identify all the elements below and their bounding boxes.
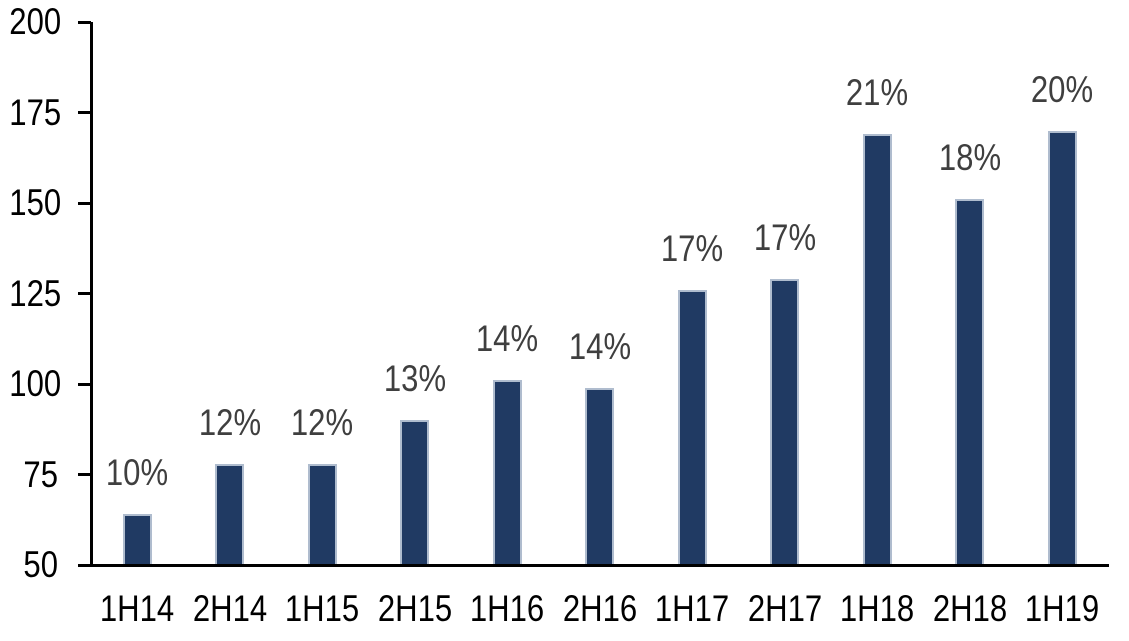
data-label-1H16: 14%: [476, 318, 539, 360]
x-axis-label-1H14: 1H14: [100, 588, 175, 629]
y-axis-label: 50: [23, 544, 58, 585]
y-axis-tick: [78, 20, 91, 24]
y-axis-label: 150: [9, 182, 62, 223]
data-label-1H17: 17%: [661, 227, 724, 269]
bar-2H17: [770, 279, 800, 565]
bar-1H16: [492, 380, 522, 565]
y-axis-label: 100: [9, 363, 62, 404]
x-axis-label-1H16: 1H16: [470, 588, 545, 629]
data-label-2H17: 17%: [753, 217, 816, 259]
x-axis-label-2H18: 2H18: [932, 588, 1007, 629]
y-axis-label: 200: [9, 1, 62, 42]
x-axis-label-1H19: 1H19: [1025, 588, 1100, 629]
x-axis-label-2H16: 2H16: [562, 588, 637, 629]
x-axis-line: [78, 564, 1109, 567]
bar-1H18: [862, 134, 892, 565]
bar-1H17: [677, 289, 707, 565]
bar-1H15: [307, 463, 337, 565]
y-axis-tick: [78, 382, 91, 386]
data-label-2H15: 13%: [383, 358, 446, 400]
y-axis-tick: [78, 473, 91, 476]
x-axis-label-1H17: 1H17: [655, 588, 730, 629]
x-axis-label-2H14: 2H14: [192, 588, 267, 629]
y-axis-tick: [78, 292, 91, 295]
data-label-1H15: 12%: [291, 401, 354, 443]
y-axis-label: 125: [9, 272, 62, 314]
y-axis-label: 75: [23, 453, 58, 495]
bar-2H14: [215, 463, 245, 565]
data-label-1H19: 20%: [1031, 68, 1094, 110]
data-label-1H18: 21%: [846, 72, 909, 114]
y-axis-tick: [78, 201, 91, 205]
data-label-2H18: 18%: [938, 137, 1001, 179]
bar-2H18: [955, 199, 985, 565]
data-label-1H14: 10%: [106, 452, 169, 494]
data-label-2H16: 14%: [568, 325, 631, 367]
bar-1H19: [1047, 130, 1077, 565]
bar-2H15: [400, 420, 430, 565]
bar-2H16: [585, 387, 615, 565]
y-axis-line: [90, 22, 93, 567]
x-axis-label-2H17: 2H17: [747, 588, 822, 629]
y-axis-tick: [78, 111, 91, 114]
data-label-2H14: 12%: [198, 401, 261, 443]
x-axis-label-1H18: 1H18: [840, 588, 915, 629]
x-axis-label-2H15: 2H15: [377, 588, 452, 629]
y-axis-label: 175: [9, 91, 62, 133]
x-axis-label-1H15: 1H15: [285, 588, 360, 629]
bar-1H14: [122, 514, 152, 565]
